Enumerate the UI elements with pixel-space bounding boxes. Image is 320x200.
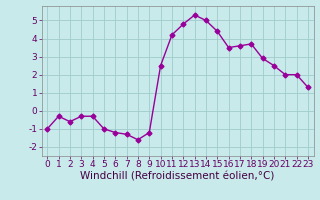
X-axis label: Windchill (Refroidissement éolien,°C): Windchill (Refroidissement éolien,°C)	[80, 172, 275, 182]
